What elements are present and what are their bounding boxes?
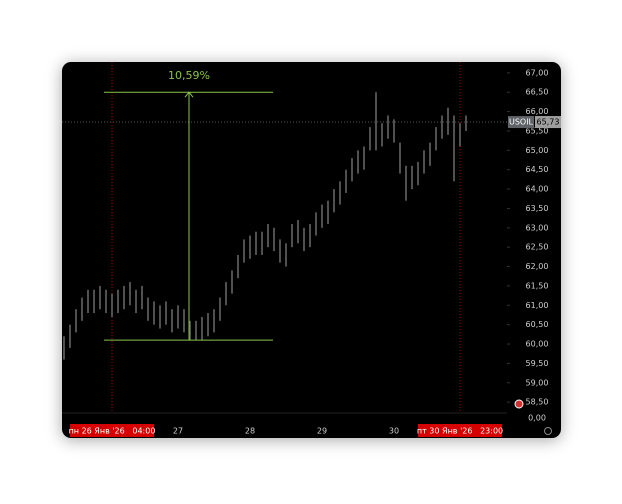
y-tick-label: 58,50 [526, 398, 549, 407]
y-tick-label: 65,50 [526, 126, 549, 135]
marker-label: пн 26 Янв '26 04:00 [69, 427, 156, 436]
x-tick-label: 30 [389, 427, 399, 436]
y-tick-label: 66,00 [526, 107, 549, 116]
y-tick-label: 62,50 [526, 243, 549, 252]
measure-label: 10,59% [168, 69, 210, 82]
y-tick-label: 60,00 [526, 340, 549, 349]
y-tick-label: 64,50 [526, 165, 549, 174]
y-tick-label: 61,50 [526, 281, 549, 290]
flag-icon[interactable] [514, 399, 524, 409]
settings-icon[interactable] [544, 427, 552, 435]
measure-arrow [184, 91, 194, 98]
lower-scale-label: 0,00 [528, 414, 546, 423]
y-tick-label: 64,00 [526, 185, 549, 194]
y-tick-label: 59,00 [526, 378, 549, 387]
marker-tag [418, 424, 502, 437]
marker-label: пт 30 Янв '26 23:00 [417, 427, 503, 436]
symbol-label: USOIL [509, 118, 534, 127]
x-tick-label: 28 [245, 427, 255, 436]
x-tick-label: 29 [317, 427, 327, 436]
y-tick-label: 66,50 [526, 88, 549, 97]
price-tag [535, 116, 561, 129]
y-tick-label: 63,50 [526, 204, 549, 213]
y-tick-label: 62,00 [526, 262, 549, 271]
panel [62, 62, 561, 438]
x-tick-label: 27 [173, 427, 183, 436]
y-tick-label: 63,00 [526, 223, 549, 232]
y-tick-label: 59,50 [526, 359, 549, 368]
symbol-tag [508, 116, 534, 129]
y-tick-label: 60,50 [526, 320, 549, 329]
last-price-label: 65,73 [537, 118, 560, 127]
marker-tag [70, 424, 154, 437]
y-tick-label: 67,00 [526, 68, 549, 77]
y-tick-label: 65,00 [526, 146, 549, 155]
y-tick-label: 61,00 [526, 301, 549, 310]
